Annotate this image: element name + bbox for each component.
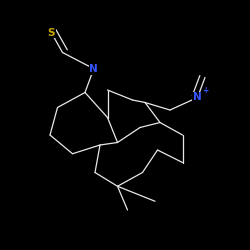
Text: +: +: [202, 86, 209, 95]
Text: N: N: [90, 64, 98, 74]
Text: N: N: [193, 92, 202, 102]
Text: S: S: [48, 28, 55, 38]
